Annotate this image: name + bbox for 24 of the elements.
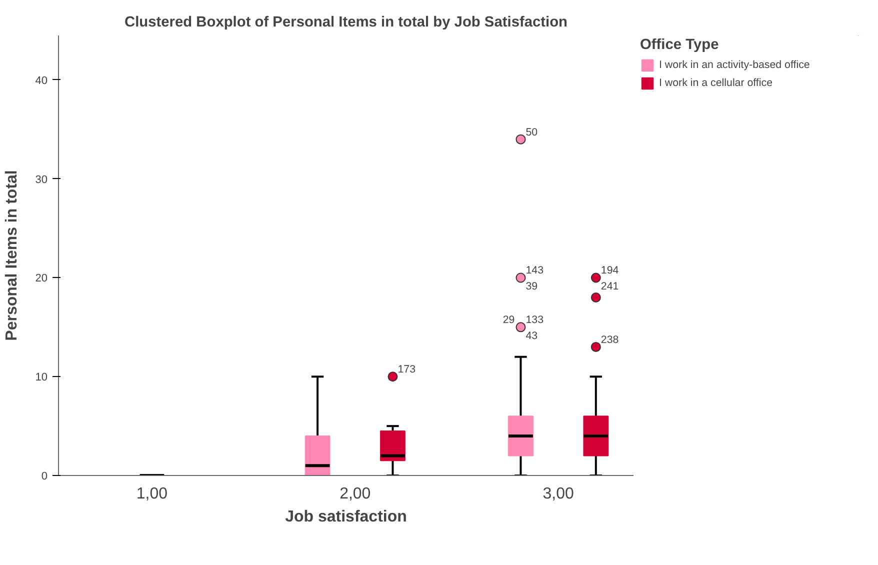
- annotation: 241: [600, 280, 619, 293]
- chart-title: Clustered Boxplot of Personal Items in total by Job Satisfaction: [124, 14, 568, 30]
- x-tick-label: 1,00: [136, 486, 168, 502]
- y-tick-label: 10: [35, 372, 48, 384]
- x-tick-label: 2,00: [340, 486, 371, 502]
- legend-title: Office Type: [640, 37, 720, 53]
- y-tick-label: 0: [41, 470, 48, 482]
- annotation: 238: [600, 334, 619, 346]
- y-tick-label: 20: [35, 272, 48, 285]
- annotation: 43: [526, 330, 538, 342]
- annotation: 194: [600, 264, 619, 277]
- y-axis-title: Personal Items in total: [3, 170, 20, 341]
- y-tick-label: 30: [35, 174, 48, 186]
- annotation: 173: [398, 364, 416, 376]
- annotation: 143: [526, 264, 544, 277]
- annotation: 29: [502, 314, 515, 326]
- x-axis-title: Job satisfaction: [285, 508, 407, 526]
- annotation: 133: [526, 314, 544, 326]
- annotation: 39: [526, 280, 538, 293]
- legend-label: I work in a cellular office: [659, 77, 773, 89]
- x-tick-label: 3,00: [542, 486, 574, 502]
- legend-label: I work in an activity-based office: [659, 59, 810, 71]
- y-tick-label: 40: [35, 74, 48, 87]
- annotation: 50: [526, 126, 538, 138]
